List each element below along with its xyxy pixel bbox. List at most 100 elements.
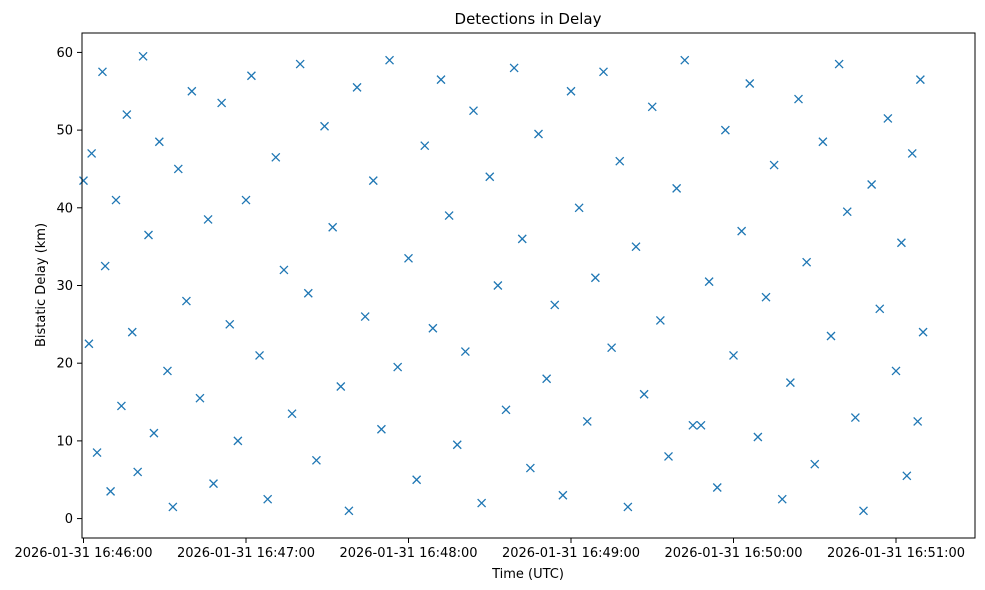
plot-frame: [81, 32, 976, 539]
data-point: [195, 393, 205, 403]
data-point: [133, 467, 143, 477]
data-point: [891, 366, 901, 376]
data-point: [428, 323, 438, 333]
data-point: [574, 203, 584, 213]
data-point: [582, 417, 592, 426]
data-point: [720, 125, 730, 135]
data-point: [501, 405, 511, 415]
data-point: [542, 374, 552, 384]
data-point: [810, 459, 820, 469]
data-point: [777, 494, 787, 504]
data-point: [87, 148, 97, 158]
data-point: [902, 471, 912, 481]
data-points: [79, 51, 928, 516]
data-point: [279, 265, 289, 275]
y-axis-label: Bistatic Delay (km): [34, 223, 49, 347]
data-point: [639, 389, 649, 399]
data-point: [412, 475, 422, 485]
data-point: [97, 67, 107, 77]
data-point: [225, 319, 235, 329]
y-tick-label: 50: [56, 124, 73, 139]
y-tick-label: 40: [56, 201, 73, 216]
x-axis-label: Time (UTC): [491, 567, 564, 582]
data-point: [680, 55, 690, 65]
data-point: [918, 327, 928, 337]
data-point: [896, 238, 906, 248]
data-point: [209, 479, 218, 489]
data-point: [859, 506, 868, 516]
x-tick-label: 2026-01-31 16:50:00: [664, 546, 802, 561]
data-point: [162, 366, 172, 376]
data-point: [785, 378, 795, 388]
data-point: [144, 230, 153, 240]
chart-title: Detections in Delay: [455, 10, 602, 28]
data-point: [100, 261, 110, 271]
data-point: [336, 382, 346, 391]
data-point: [311, 455, 321, 465]
data-point: [753, 432, 763, 442]
data-point: [631, 242, 641, 252]
data-point: [696, 420, 706, 430]
data-point: [550, 300, 560, 310]
data-point: [217, 98, 227, 108]
data-point: [368, 176, 378, 186]
data-point: [826, 331, 836, 341]
data-point: [867, 180, 877, 189]
data-point: [295, 59, 305, 69]
data-point: [271, 152, 281, 162]
data-point: [84, 339, 94, 349]
data-point: [477, 498, 487, 508]
data-point: [729, 350, 738, 360]
y-tick-label: 30: [56, 279, 73, 294]
data-point: [149, 428, 159, 438]
data-point: [111, 195, 121, 205]
data-point: [769, 160, 779, 170]
data-point: [664, 451, 673, 461]
data-point: [509, 63, 519, 73]
data-point: [263, 494, 273, 504]
y-tick-label: 20: [56, 357, 73, 372]
data-point: [607, 343, 617, 353]
data-point: [320, 121, 330, 131]
data-point: [818, 137, 828, 147]
data-point: [525, 463, 535, 473]
data-point: [737, 226, 747, 236]
data-point: [469, 106, 478, 116]
data-point: [385, 55, 395, 65]
data-point: [404, 253, 413, 263]
data-point: [255, 350, 265, 360]
data-point: [850, 413, 860, 423]
data-point: [393, 362, 403, 372]
data-point: [558, 490, 568, 500]
data-point: [106, 486, 116, 496]
data-point: [915, 75, 925, 85]
data-point: [460, 347, 470, 356]
data-point: [122, 110, 132, 120]
x-tick-label: 2026-01-31 16:51:00: [827, 546, 965, 561]
data-point: [181, 296, 191, 306]
data-point: [328, 222, 338, 232]
data-point: [875, 304, 885, 314]
data-point: [168, 502, 178, 512]
x-tick-label: 2026-01-31 16:47:00: [177, 546, 315, 561]
data-point: [883, 114, 893, 123]
data-point: [802, 257, 812, 267]
data-point: [485, 172, 495, 182]
data-point: [745, 79, 755, 88]
data-point: [566, 86, 576, 96]
data-point: [241, 195, 251, 205]
data-point: [246, 71, 256, 81]
x-tick-label: 2026-01-31 16:48:00: [339, 546, 477, 561]
data-point: [138, 51, 148, 61]
data-point: [127, 327, 137, 337]
data-point: [444, 211, 454, 221]
data-point: [287, 409, 297, 419]
data-point: [704, 277, 714, 287]
y-axis-ticks: 0 10 20 30 40 50 60: [56, 46, 82, 527]
data-point: [615, 156, 625, 166]
data-point: [907, 148, 917, 158]
data-point: [344, 506, 354, 516]
data-point: [79, 176, 88, 186]
data-point: [154, 137, 164, 147]
